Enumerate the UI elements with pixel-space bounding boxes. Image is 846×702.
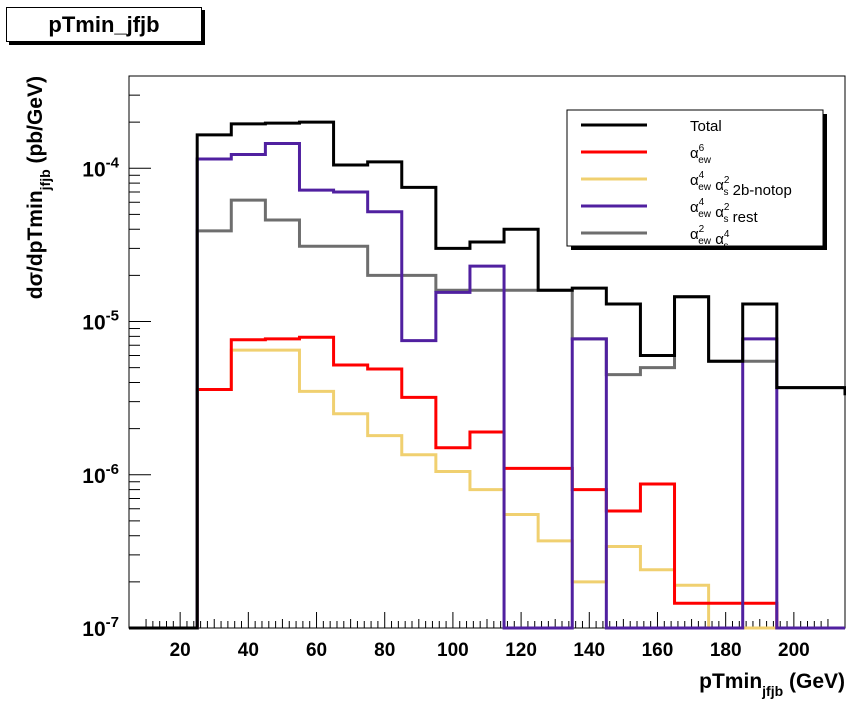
x-tick-label: 80 <box>374 640 395 661</box>
x-tick-label: 140 <box>573 640 605 661</box>
series-line-1 <box>129 335 845 630</box>
y-tick-label: 10-5 <box>82 308 119 335</box>
series-line-0 <box>129 120 846 630</box>
series-line-3 <box>129 142 845 630</box>
legend-label: Total <box>690 118 722 135</box>
axes: 20 40 60 80 100 120 140 160 180 200 10-7 10-6 10-5 10… <box>82 75 829 661</box>
legend-label: α2 ew α4 s <box>690 224 730 252</box>
series-layer <box>129 120 846 630</box>
x-tick-label: 180 <box>710 640 742 661</box>
series-line-2 <box>129 348 845 630</box>
legend-label: α6 ew <box>690 143 712 166</box>
y-tick-label: 10-4 <box>82 154 119 181</box>
legend-label: α4 ew α2 s rest <box>690 197 758 226</box>
x-tick-label: 120 <box>505 640 537 661</box>
chart-title: pTmin_jfjb <box>6 7 202 42</box>
y-tick-label: 10-7 <box>82 614 119 641</box>
x-tick-label: 40 <box>238 640 259 661</box>
axis-labels: pTminjfjb (GeV) dσ/dpTminjfjb (pb/GeV) <box>24 76 845 699</box>
legend-label: α4 ew α2 s 2b-notop <box>690 170 792 199</box>
x-axis-label: pTminjfjb (GeV) <box>699 670 845 699</box>
x-tick-label: 60 <box>306 640 327 661</box>
y-axis-label: dσ/dpTminjfjb (pb/GeV) <box>24 76 53 299</box>
series-line-4 <box>129 198 846 630</box>
x-tick-label: 100 <box>437 640 469 661</box>
x-tick-label: 200 <box>778 640 810 661</box>
y-tick-label: 10-6 <box>82 461 119 488</box>
x-tick-label: 20 <box>170 640 191 661</box>
x-tick-label: 160 <box>642 640 674 661</box>
